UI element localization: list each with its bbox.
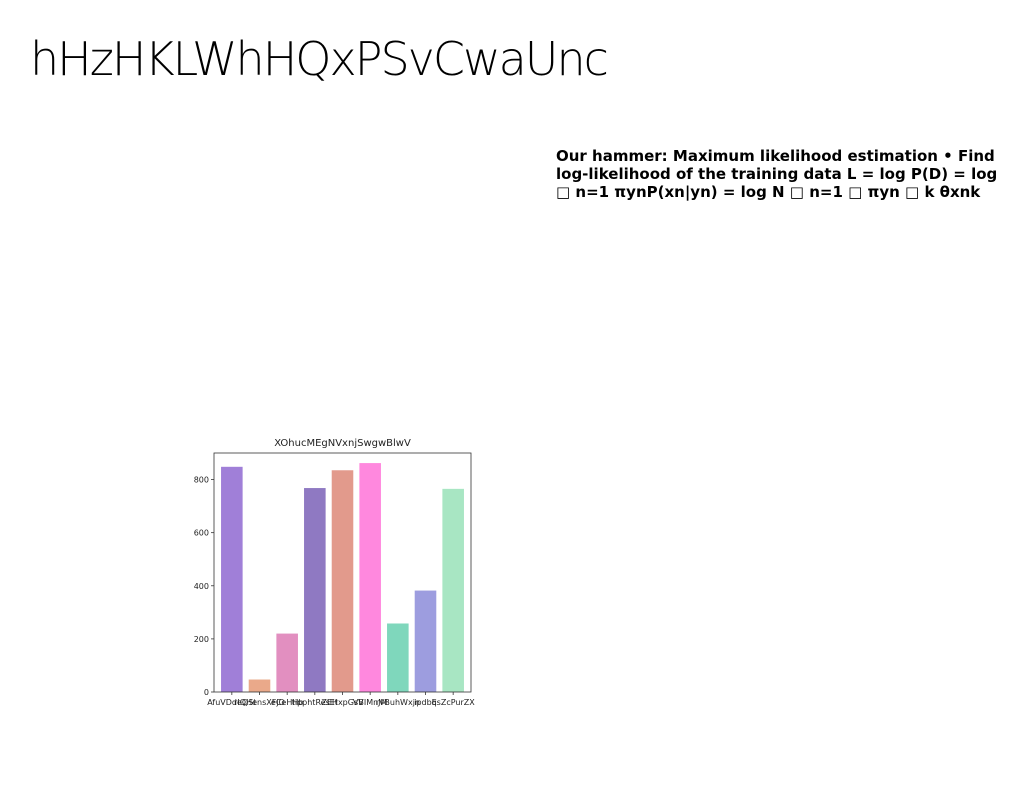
x-tick-label: EsZcPurZX (432, 698, 476, 707)
chart-svg: AfuVDdeQStrIQHensXFjOeCeHHbtipphtResEtZE… (194, 452, 476, 707)
bar (414, 590, 437, 692)
bar (331, 470, 354, 692)
body-line: □ n=1 πynP(xn|yn) = log N □ n=1 □ πyn □ … (556, 183, 981, 201)
x-tick-label: ZEHxpGsV (321, 698, 364, 707)
y-tick-label: 800 (194, 476, 209, 485)
x-tick-label: rVBuhWxjn (376, 698, 420, 707)
body-text: Our hammer: Maximum likelihood estimatio… (556, 147, 1024, 201)
bar-chart: XOhucMEgNVxnjSwgwBlwV AfuVDdeQSt rIQHensX… (190, 433, 490, 713)
y-tick-label: 400 (194, 582, 209, 591)
y-tick-label: 200 (194, 635, 209, 644)
x-tick-label: eCeHHb (271, 698, 304, 707)
x-tick-label: ipdbq (414, 698, 437, 707)
bar (387, 623, 409, 692)
x-tick-label: tipphtResEt (292, 698, 338, 707)
x-tick-label: rIQHensXFjO (234, 698, 285, 707)
x-tick-label: VBIMnJM (353, 698, 388, 707)
bar (248, 679, 271, 692)
bar (359, 463, 381, 692)
chart-title: XOhucMEgNVxnjSwgwBlwV (274, 438, 411, 449)
bar (304, 488, 326, 692)
bar (276, 633, 298, 692)
bar (442, 488, 464, 692)
y-tick-label: 0 (204, 688, 209, 697)
y-tick-label: 600 (194, 529, 209, 538)
plot-frame (213, 452, 472, 693)
body-line: Our hammer: Maximum likelihood estimatio… (556, 147, 995, 165)
bar (221, 466, 243, 692)
slide-title: hHzHKLWhHQxPSvCwaUnc (30, 32, 609, 86)
x-tick-label: AfuVDdeQSt (207, 698, 256, 707)
body-line: log-likelihood of the training data L = … (556, 165, 998, 183)
